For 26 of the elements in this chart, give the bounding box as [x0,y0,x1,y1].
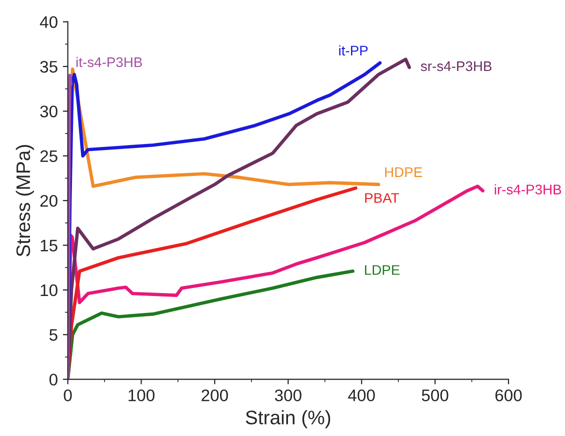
x-tick-label: 200 [202,389,228,402]
series-label: sr-s4-P3HB [420,61,492,72]
x-tick-label: 400 [348,389,375,402]
series-label: ir-s4-P3HB [494,184,562,194]
y-tick-label: 5 [49,329,58,341]
y-tick-label: 10 [40,284,58,296]
x-tick-label: 500 [422,389,448,402]
y-tick-label: 0 [49,374,58,386]
x-tick-label: 600 [495,389,522,402]
x-tick-label: 300 [274,389,302,402]
series-label: it-s4-P3HB [76,56,142,68]
y-tick-label: 30 [40,106,58,118]
x-axis-title: Strain (%) [246,410,330,428]
series-label: HDPE [385,167,422,177]
x-tick-label: 100 [128,389,155,402]
y-tick-label: 15 [40,240,58,252]
series-label: PBAT [365,193,399,203]
line-series [68,74,72,380]
y-axis-title: Stress (MPa) [16,145,34,256]
x-tick-label: 0 [64,389,72,402]
y-tick-label: 40 [40,16,58,28]
series-label: it-PP [339,45,368,56]
y-tick-label: 20 [40,194,58,207]
series-label: LDPE [365,265,400,275]
y-tick-label: 25 [40,150,58,162]
y-tick-label: 35 [40,60,58,73]
